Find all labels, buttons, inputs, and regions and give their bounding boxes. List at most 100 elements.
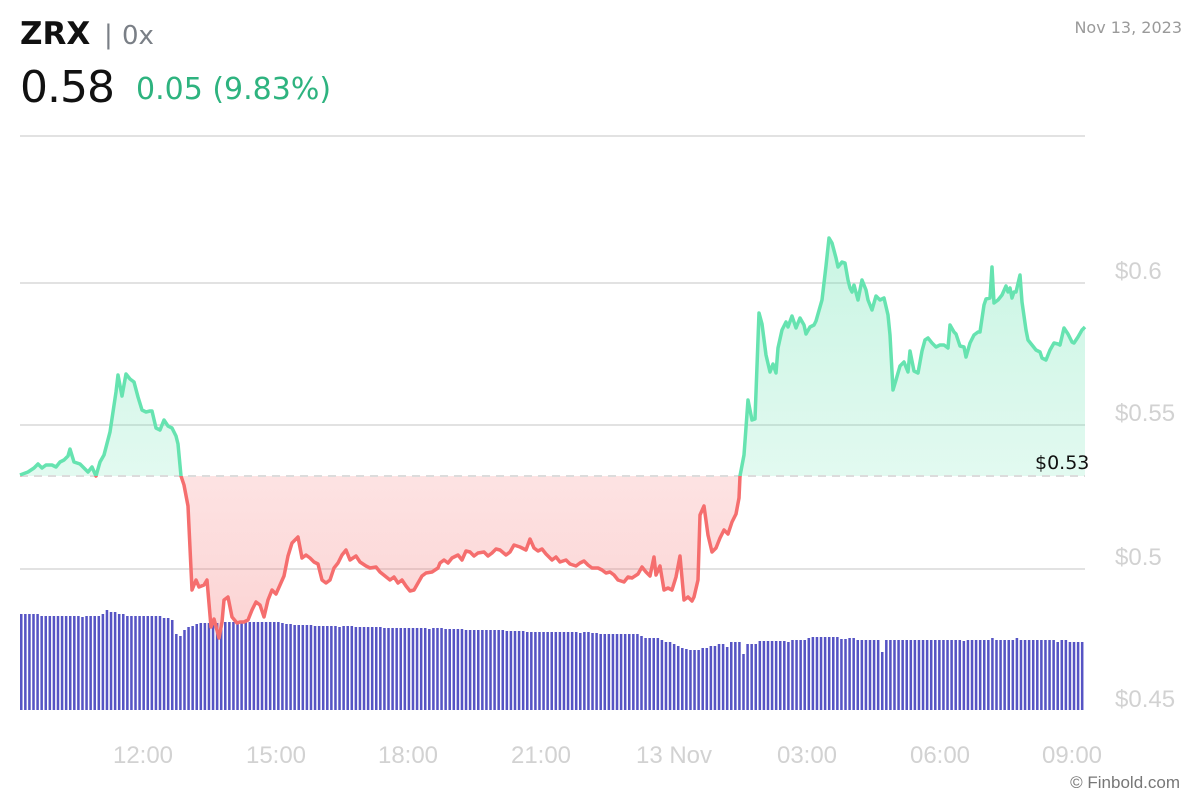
volume-bar bbox=[815, 637, 819, 710]
volume-bar bbox=[179, 636, 182, 710]
volume-bar bbox=[783, 641, 786, 710]
volume-bar bbox=[387, 628, 390, 710]
volume-bar bbox=[946, 640, 949, 710]
volume-bar bbox=[734, 642, 737, 710]
volume-bar bbox=[982, 640, 986, 710]
volume-bar bbox=[477, 630, 480, 710]
volume-bar bbox=[750, 644, 753, 710]
volume-bar bbox=[175, 634, 178, 710]
volume-bar bbox=[391, 628, 394, 710]
volume-bar bbox=[272, 622, 276, 710]
volume-bar bbox=[493, 630, 496, 710]
volume-bar bbox=[876, 640, 880, 710]
volume-bar bbox=[929, 640, 933, 710]
volume-bar bbox=[468, 630, 472, 710]
volume-bar bbox=[995, 640, 998, 710]
volume-bars bbox=[20, 610, 1084, 710]
finbold-credit[interactable]: © Finbold.com bbox=[1070, 773, 1180, 792]
volume-bar bbox=[1023, 640, 1027, 710]
volume-bar bbox=[305, 625, 309, 710]
volume-bar bbox=[591, 633, 594, 710]
volume-bar bbox=[313, 626, 317, 710]
volume-bar bbox=[889, 640, 892, 710]
volume-bar bbox=[913, 640, 917, 710]
reference-label: $0.53 bbox=[1035, 452, 1089, 474]
volume-bar bbox=[1036, 640, 1039, 710]
volume-bar bbox=[583, 632, 586, 710]
y-axis-label: $0.55 bbox=[1115, 400, 1175, 427]
volume-bar bbox=[289, 624, 292, 710]
volume-bar bbox=[232, 622, 235, 710]
volume-bar bbox=[448, 629, 451, 710]
volume-bar bbox=[934, 640, 937, 710]
volume-bar bbox=[991, 638, 994, 710]
volume-bar bbox=[938, 640, 941, 710]
volume-bar bbox=[901, 640, 904, 710]
x-axis-label: 03:00 bbox=[777, 742, 837, 769]
volume-bar bbox=[795, 640, 798, 710]
volume-bar bbox=[819, 637, 823, 710]
volume-bar bbox=[1040, 640, 1043, 710]
volume-bar bbox=[472, 630, 476, 710]
x-axis-label: 15:00 bbox=[246, 742, 306, 769]
volume-bar bbox=[1052, 640, 1055, 710]
price-line-up bbox=[19, 236, 1087, 476]
volume-bar bbox=[248, 622, 252, 710]
volume-bar bbox=[1076, 642, 1080, 710]
volume-bar bbox=[807, 638, 811, 710]
volume-bar bbox=[615, 634, 619, 710]
current-price: 0.58 bbox=[20, 62, 115, 113]
volume-bar bbox=[978, 640, 982, 710]
volume-bar bbox=[428, 629, 431, 710]
volume-bar bbox=[162, 618, 166, 710]
volume-bar bbox=[885, 640, 888, 710]
volume-bar bbox=[554, 632, 558, 710]
volume-bar bbox=[685, 649, 688, 710]
volume-bar bbox=[440, 628, 443, 710]
volume-bar bbox=[60, 616, 64, 710]
volume-bar bbox=[497, 630, 500, 710]
volume-bar bbox=[113, 612, 117, 710]
volume-bar bbox=[636, 634, 639, 710]
volume-bar bbox=[721, 644, 725, 710]
volume-bar bbox=[509, 631, 513, 710]
volume-bar bbox=[24, 614, 27, 710]
volume-bar bbox=[68, 616, 72, 710]
volume-bar bbox=[1064, 640, 1068, 710]
volume-bar bbox=[456, 629, 460, 710]
volume-bar bbox=[281, 623, 284, 710]
volume-bar bbox=[362, 627, 366, 710]
volume-bar bbox=[811, 637, 815, 710]
volume-bar bbox=[770, 641, 774, 710]
volume-bar bbox=[709, 646, 713, 710]
volume-bar bbox=[778, 641, 782, 710]
volume-bar bbox=[697, 650, 700, 710]
volume-bar bbox=[652, 638, 655, 710]
volume-bar bbox=[399, 628, 403, 710]
asset-name: 0x bbox=[122, 21, 154, 51]
volume-bar bbox=[146, 616, 150, 710]
volume-bar bbox=[85, 616, 88, 710]
volume-bar bbox=[893, 640, 896, 710]
volume-bar bbox=[330, 626, 333, 710]
volume-bar bbox=[1072, 642, 1076, 710]
volume-bar bbox=[77, 616, 80, 710]
volume-bar bbox=[264, 622, 268, 710]
volume-bar bbox=[607, 634, 611, 710]
volume-bar bbox=[207, 623, 211, 710]
volume-bar bbox=[803, 640, 806, 710]
volume-bar bbox=[513, 631, 517, 710]
volume-bar bbox=[375, 627, 378, 710]
volume-bar bbox=[762, 641, 766, 710]
volume-bar bbox=[89, 616, 92, 710]
volume-bar bbox=[787, 642, 790, 710]
volume-bar bbox=[558, 632, 562, 710]
volume-bar bbox=[1068, 642, 1072, 710]
ticker-symbol: ZRX bbox=[20, 16, 91, 52]
volume-bar bbox=[97, 616, 101, 710]
volume-bar bbox=[717, 644, 721, 710]
volume-bar bbox=[954, 640, 957, 710]
volume-bar bbox=[921, 640, 925, 710]
volume-bar bbox=[693, 650, 696, 710]
